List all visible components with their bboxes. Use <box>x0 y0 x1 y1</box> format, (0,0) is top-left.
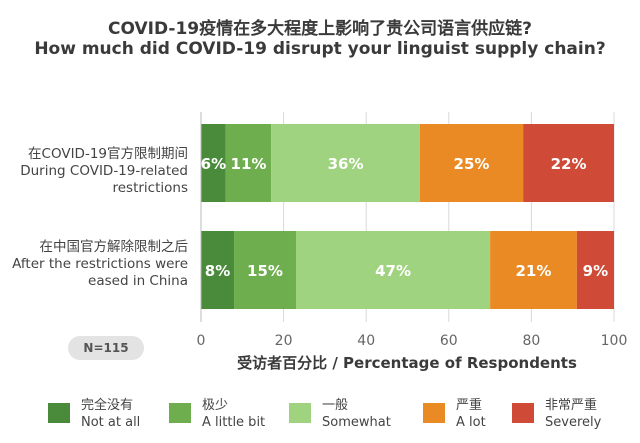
legend-label-zh: 完全没有 <box>81 398 134 413</box>
category-label-after-en-line2: eased in China <box>88 273 188 289</box>
category-label-after-en-line1: After the restrictions were <box>12 256 188 272</box>
bar-value-label: 36% <box>328 155 364 173</box>
bar-segment <box>234 231 296 309</box>
bar-segment <box>295 231 491 309</box>
category-label-during-en-line1: During COVID-19-related <box>20 163 188 179</box>
category-label-during-zh: 在COVID-19官方限制期间 <box>28 146 188 162</box>
bar-value-label: 25% <box>454 155 490 173</box>
legend-swatch-a-lot <box>423 403 445 423</box>
category-label-after-zh: 在中国官方解除限制之后 <box>39 239 189 255</box>
bar-value-label: 21% <box>516 262 552 280</box>
bar-segment <box>490 231 577 309</box>
x-tick-label: 60 <box>440 333 458 349</box>
category-label-during-en-line2: restrictions <box>112 180 188 196</box>
x-tick-label: 0 <box>197 333 206 349</box>
legend-label-en: Somewhat <box>322 415 391 430</box>
bar-segment <box>201 231 235 309</box>
chart-title-chinese: COVID-19疫情在多大程度上影响了贵公司语言供应链? <box>108 19 532 39</box>
bar-segment <box>201 124 226 202</box>
bar-value-label: 47% <box>375 262 411 280</box>
legend-label-zh: 一般 <box>322 398 349 413</box>
legend-label-zh: 严重 <box>456 398 483 413</box>
legend-label-zh: 极少 <box>202 398 229 413</box>
legend-label-zh: 非常严重 <box>545 398 598 413</box>
bar-value-label: 15% <box>247 262 283 280</box>
legend-swatch-severely <box>512 403 534 423</box>
legend-swatch-somewhat <box>289 403 311 423</box>
legend-label-en: A lot <box>456 415 486 430</box>
x-axis-label: 受访者百分比 / Percentage of Respondents <box>237 354 577 372</box>
legend-swatch-not-at-all <box>48 403 70 423</box>
bar-segment <box>225 124 272 202</box>
bar-value-label: 8% <box>205 262 230 280</box>
x-tick-label: 40 <box>357 333 375 349</box>
legend-label-en: Severely <box>545 415 602 430</box>
sample-size-badge: N=115 <box>68 336 144 360</box>
chart-title-english: How much did COVID-19 disrupt your lingu… <box>34 39 606 59</box>
legend-label-en: Not at all <box>81 415 141 430</box>
x-tick-label: 100 <box>601 333 628 349</box>
bar-segment <box>576 231 614 309</box>
bar-segment <box>271 124 420 202</box>
bar-segment <box>523 124 614 202</box>
legend-swatch-a-little-bit <box>169 403 191 423</box>
bar-value-label: 11% <box>231 155 267 173</box>
bar-segment <box>419 124 524 202</box>
category-label-during: 在COVID-19官方限制期间 During COVID-19-related … <box>0 146 188 197</box>
bar-value-label: 9% <box>583 262 608 280</box>
bar-value-label: 22% <box>551 155 587 173</box>
x-tick-label: 80 <box>522 333 540 349</box>
bar-value-label: 6% <box>201 155 226 173</box>
legend-label-en: A little bit <box>202 415 266 430</box>
category-label-after: 在中国官方解除限制之后 After the restrictions were … <box>0 239 188 290</box>
x-tick-label: 20 <box>275 333 293 349</box>
